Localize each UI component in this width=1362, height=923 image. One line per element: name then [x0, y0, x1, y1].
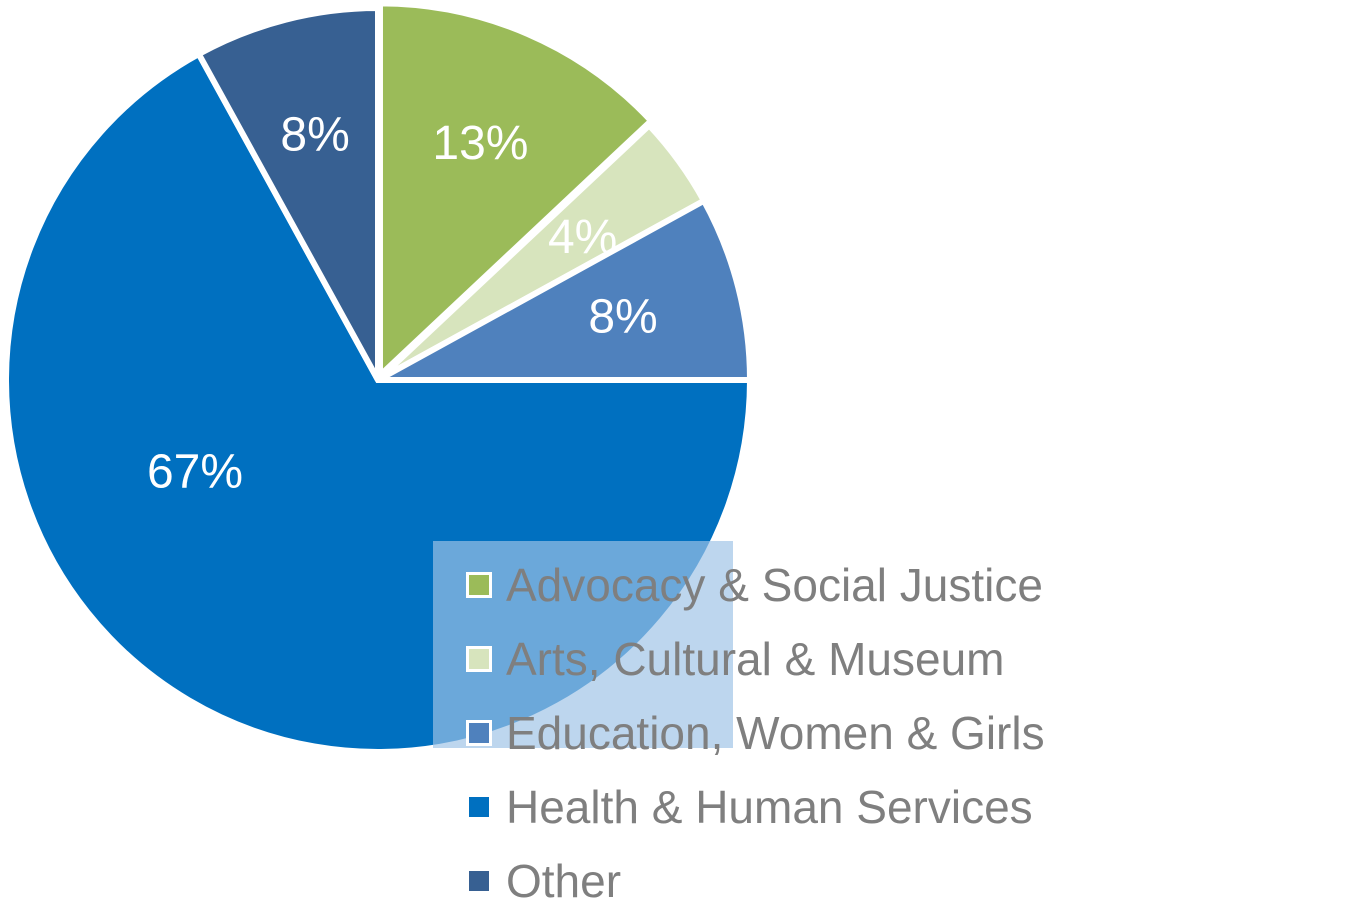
legend-label-education: Education, Women & Girls	[506, 707, 1045, 759]
data-label-advocacy: 13%	[432, 117, 528, 170]
data-label-education: 8%	[588, 291, 657, 344]
legend-label-arts: Arts, Cultural & Museum	[506, 633, 1005, 685]
legend-swatch-arts	[466, 646, 492, 672]
data-label-arts: 4%	[548, 211, 617, 264]
legend-swatch-health	[466, 794, 492, 820]
legend-swatch-other	[466, 868, 492, 894]
legend-item-other: Other	[466, 844, 1045, 918]
pie-slice-other	[194, 4, 381, 382]
legend-label-other: Other	[506, 855, 622, 907]
legend-item-education: Education, Women & Girls	[466, 696, 1045, 770]
pie-slice-advocacy	[376, 0, 656, 383]
pie-slice-education	[376, 196, 754, 383]
legend-item-health: Health & Human Services	[466, 770, 1045, 844]
data-labels-layer: 13% 4% 8% 67% 8%	[147, 108, 658, 498]
legend: Advocacy & Social Justice Arts, Cultural…	[466, 548, 1045, 918]
legend-item-advocacy: Advocacy & Social Justice	[466, 548, 1045, 622]
data-label-health: 67%	[147, 446, 243, 499]
legend-swatch-advocacy	[466, 572, 492, 598]
legend-label-health: Health & Human Services	[506, 781, 1033, 833]
legend-swatch-education	[466, 720, 492, 746]
legend-item-arts: Arts, Cultural & Museum	[466, 622, 1045, 696]
legend-label-advocacy: Advocacy & Social Justice	[506, 559, 1043, 611]
data-label-other: 8%	[280, 108, 349, 161]
